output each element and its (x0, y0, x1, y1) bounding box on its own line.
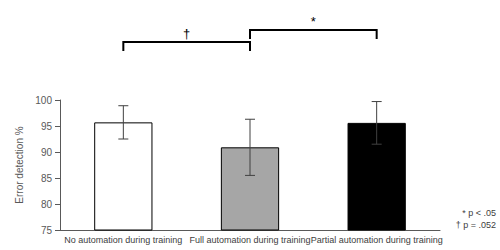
svg-text:* p < .05: * p < .05 (462, 208, 496, 218)
svg-text:*: * (311, 14, 316, 29)
svg-text:80: 80 (41, 199, 53, 210)
svg-text:100: 100 (35, 95, 52, 106)
svg-text:95: 95 (41, 121, 53, 132)
svg-text:75: 75 (41, 225, 53, 236)
svg-text:†: † (183, 26, 190, 41)
svg-text:Partial automation during trai: Partial automation during training (311, 235, 443, 245)
svg-text:Error detection %: Error detection % (14, 126, 25, 203)
svg-text:No automation during training: No automation during training (64, 235, 182, 245)
svg-text:† p = .052: † p = .052 (456, 220, 496, 230)
svg-text:Full automation during trainin: Full automation during training (189, 235, 310, 245)
svg-text:90: 90 (41, 147, 53, 158)
svg-text:85: 85 (41, 173, 53, 184)
